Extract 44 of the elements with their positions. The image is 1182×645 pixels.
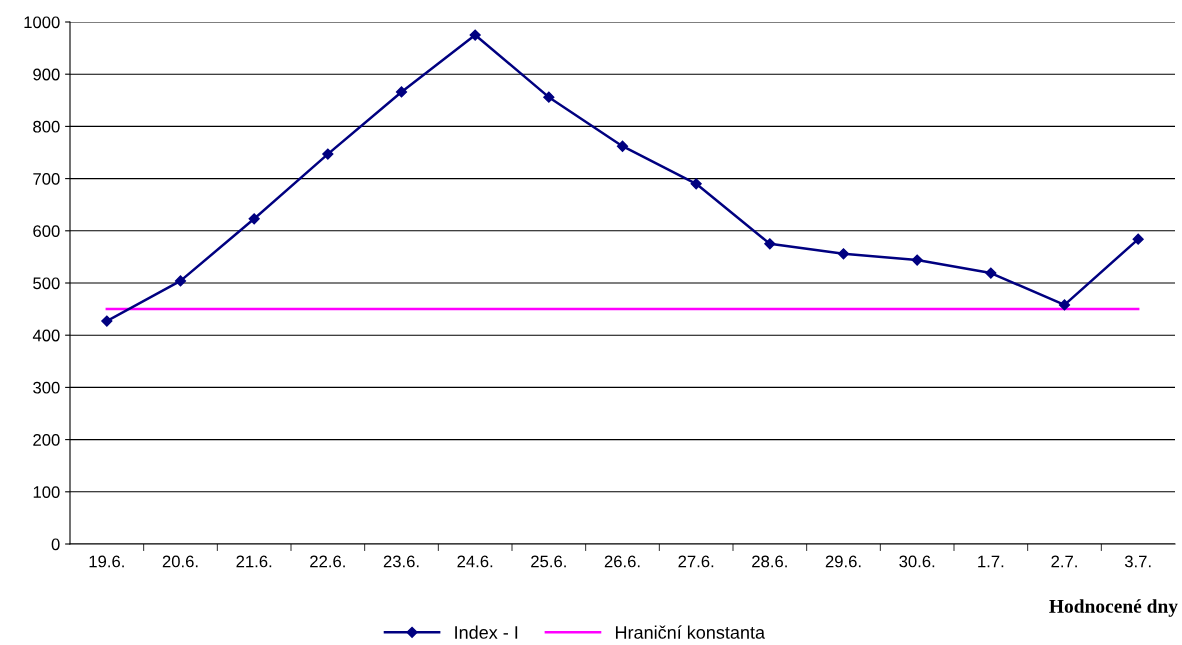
- y-tick-label: 800: [33, 120, 60, 133]
- point: [616, 140, 629, 152]
- point: [911, 254, 923, 266]
- point: [174, 275, 187, 287]
- x-tick-label: 29.6.: [825, 555, 861, 568]
- point: [1132, 233, 1144, 245]
- x-tick-label: 23.6.: [383, 555, 419, 568]
- y-tick-label: 400: [32, 329, 60, 342]
- x-tick-label: 28.6.: [752, 555, 787, 568]
- point: [395, 86, 408, 98]
- x-tick-label: 21.6.: [236, 555, 272, 568]
- y-tick-label: 0: [51, 538, 60, 551]
- y-tick-label: 1000: [24, 16, 60, 29]
- x-tick-label: 25.6.: [531, 555, 566, 568]
- x-tick-label: 3.7.: [1124, 555, 1151, 568]
- x-tick-label: 2.7.: [1051, 555, 1077, 568]
- legend-label: Hraniční konstanta: [615, 625, 766, 639]
- x-tick-label: 30.6.: [899, 555, 935, 568]
- y-tick-label: 300: [33, 381, 60, 394]
- y-tick-label: 700: [33, 173, 60, 185]
- x-tick-label: 1.7.: [978, 555, 1004, 568]
- y-tick-label: 100: [33, 486, 60, 498]
- legend-label: Index - I: [455, 625, 518, 639]
- y-tick-label: 200: [33, 434, 60, 446]
- x-axis-title: Hodnocené dny: [1049, 599, 1178, 617]
- y-tick-label: 500: [33, 277, 60, 290]
- point: [469, 29, 481, 41]
- x-tick-label: 27.6.: [678, 555, 714, 568]
- x-tick-label: 24.6.: [457, 555, 493, 568]
- x-tick-label: 20.6.: [162, 555, 198, 568]
- point: [985, 267, 997, 279]
- point: [1058, 299, 1071, 311]
- x-tick-label: 19.6.: [89, 555, 124, 568]
- point: [248, 213, 260, 225]
- point: [101, 315, 113, 327]
- point: [764, 238, 776, 250]
- point: [543, 91, 555, 103]
- point: [690, 178, 702, 190]
- y-tick-label: 600: [33, 225, 60, 237]
- x-tick-label: 22.6.: [310, 555, 345, 568]
- point: [322, 148, 334, 160]
- y-tick-label: 900: [33, 68, 60, 81]
- point: [837, 248, 850, 260]
- x-tick-label: 26.6.: [604, 555, 640, 568]
